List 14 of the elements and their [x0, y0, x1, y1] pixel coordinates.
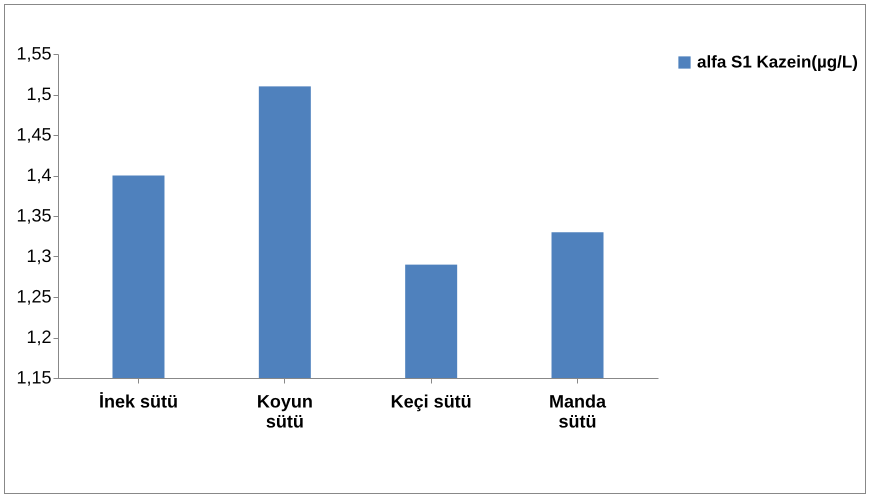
y-tick-label: 1,25 [16, 286, 52, 306]
legend-label: alfa S1 Kazein(µg/L) [697, 52, 858, 72]
y-tick-label: 1,5 [26, 84, 52, 104]
y-tick-label: 1,35 [16, 206, 52, 226]
y-tick-label: 1,15 [16, 368, 52, 388]
x-tick-label: Keçi sütü [390, 392, 472, 412]
y-tick-label: 1,2 [26, 327, 52, 347]
y-tick-label: 1,3 [26, 246, 52, 266]
x-tick-label: İnek sütü [98, 392, 178, 412]
y-tick-label: 1,4 [26, 165, 52, 185]
y-tick-label: 1,45 [16, 124, 52, 144]
y-tick-label: 1,55 [16, 44, 52, 64]
x-tick-label: Manda sütü [549, 392, 607, 432]
x-tick-label: Koyun sütü [256, 392, 313, 432]
